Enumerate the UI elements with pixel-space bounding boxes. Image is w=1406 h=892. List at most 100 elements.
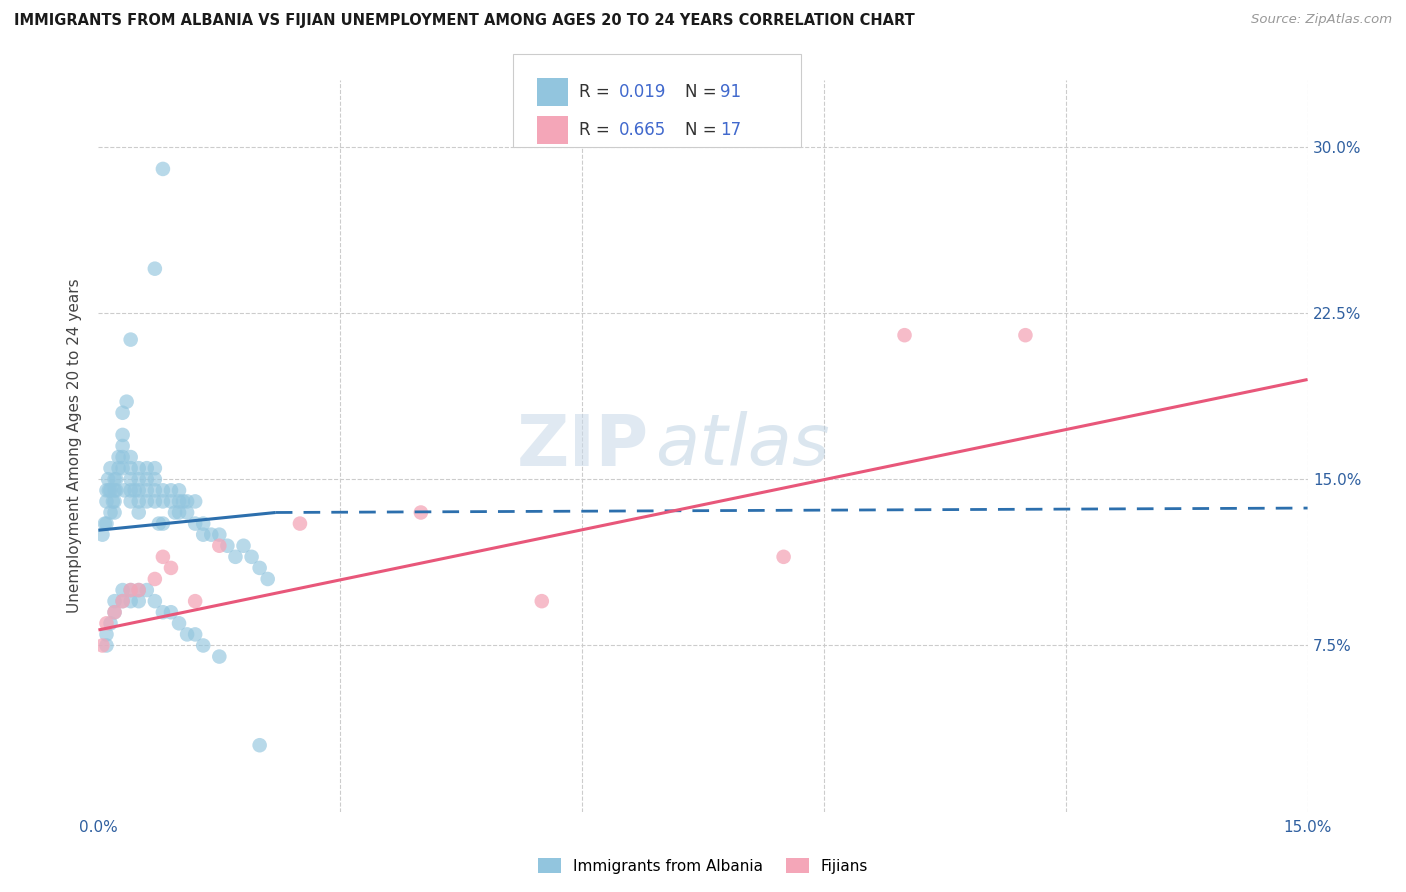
Point	[530, 594, 553, 608]
Point	[101, 494, 124, 508]
Point	[120, 461, 142, 475]
Point	[184, 516, 207, 531]
Point	[163, 506, 186, 520]
Point	[120, 472, 142, 486]
Point	[217, 539, 239, 553]
Point	[160, 494, 183, 508]
Point	[152, 605, 174, 619]
Point	[96, 639, 118, 653]
Point	[200, 527, 222, 541]
Point	[152, 516, 174, 531]
Point	[160, 605, 183, 619]
Point	[111, 439, 134, 453]
Point	[772, 549, 794, 564]
Point	[107, 450, 129, 464]
Point	[120, 594, 142, 608]
Point	[249, 561, 271, 575]
Point	[135, 483, 157, 498]
Point	[143, 594, 166, 608]
Point	[1014, 328, 1036, 343]
Point	[409, 506, 432, 520]
Point	[176, 494, 198, 508]
Point	[96, 627, 118, 641]
Point	[103, 605, 125, 619]
Text: ZIP: ZIP	[516, 411, 648, 481]
Point	[193, 527, 215, 541]
Point	[91, 527, 114, 541]
Point	[167, 616, 190, 631]
Point	[105, 472, 128, 486]
Point	[240, 549, 263, 564]
Point	[249, 738, 271, 752]
Text: IMMIGRANTS FROM ALBANIA VS FIJIAN UNEMPLOYMENT AMONG AGES 20 TO 24 YEARS CORRELA: IMMIGRANTS FROM ALBANIA VS FIJIAN UNEMPL…	[14, 13, 915, 29]
Point	[288, 516, 311, 531]
Point	[97, 472, 120, 486]
Point	[128, 583, 150, 598]
Point	[124, 483, 146, 498]
Legend: Immigrants from Albania, Fijians: Immigrants from Albania, Fijians	[531, 852, 875, 880]
Point	[184, 627, 207, 641]
Point	[97, 483, 120, 498]
Point	[112, 483, 135, 498]
Point	[128, 583, 150, 598]
Y-axis label: Unemployment Among Ages 20 to 24 years: Unemployment Among Ages 20 to 24 years	[67, 278, 83, 614]
Point	[111, 428, 134, 442]
Point	[193, 516, 215, 531]
Point	[232, 539, 254, 553]
Point	[128, 461, 150, 475]
Point	[128, 483, 150, 498]
Point	[103, 472, 125, 486]
Point	[143, 483, 166, 498]
Point	[160, 561, 183, 575]
Point	[152, 549, 174, 564]
Text: 17: 17	[720, 121, 741, 139]
Point	[120, 483, 142, 498]
Point	[96, 483, 118, 498]
Point	[176, 506, 198, 520]
Point	[135, 472, 157, 486]
Point	[120, 583, 142, 598]
Point	[100, 483, 122, 498]
Point	[120, 450, 142, 464]
Point	[224, 549, 246, 564]
Point	[160, 483, 183, 498]
Point	[143, 472, 166, 486]
Text: R =: R =	[579, 83, 616, 101]
Point	[103, 506, 125, 520]
Point	[152, 161, 174, 176]
Point	[96, 516, 118, 531]
Point	[135, 494, 157, 508]
Point	[111, 406, 134, 420]
Text: 91: 91	[720, 83, 741, 101]
Point	[105, 483, 128, 498]
Point	[208, 539, 231, 553]
Point	[128, 506, 150, 520]
Text: N =: N =	[685, 121, 721, 139]
Text: atlas: atlas	[655, 411, 830, 481]
Point	[143, 494, 166, 508]
Point	[111, 594, 134, 608]
Point	[143, 572, 166, 586]
Point	[128, 594, 150, 608]
Point	[193, 639, 215, 653]
Point	[103, 605, 125, 619]
Point	[152, 494, 174, 508]
Text: Source: ZipAtlas.com: Source: ZipAtlas.com	[1251, 13, 1392, 27]
Point	[152, 483, 174, 498]
Point	[167, 506, 190, 520]
Point	[148, 516, 170, 531]
Point	[111, 594, 134, 608]
Point	[103, 594, 125, 608]
Point	[100, 461, 122, 475]
Point	[91, 639, 114, 653]
Point	[208, 649, 231, 664]
Point	[96, 616, 118, 631]
Point	[100, 616, 122, 631]
Point	[120, 494, 142, 508]
Point	[111, 450, 134, 464]
Point	[103, 483, 125, 498]
Point	[143, 461, 166, 475]
Point	[120, 583, 142, 598]
Point	[107, 461, 129, 475]
Text: R =: R =	[579, 121, 616, 139]
